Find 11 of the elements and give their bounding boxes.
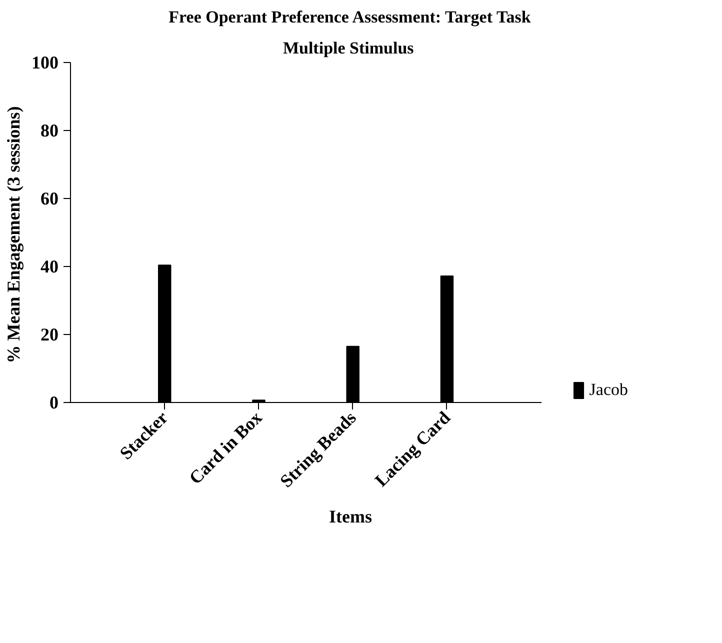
x-axis-title: Items <box>329 506 372 526</box>
y-tick-label: 0 <box>50 392 58 412</box>
y-tick-label: 40 <box>40 256 58 276</box>
chart-subtitle: Multiple Stimulus <box>282 38 414 58</box>
y-tick-label: 20 <box>40 324 58 344</box>
legend-label: Jacob <box>589 380 628 400</box>
chart-title: Free Operant Preference Assessment: Target Task <box>168 8 532 26</box>
y-tick-label: 100 <box>32 52 58 72</box>
y-tick-label: 80 <box>40 120 58 140</box>
y-axis-title: % Mean Engagement (3 sessions) <box>4 106 24 364</box>
y-tick-label: 60 <box>40 188 58 208</box>
